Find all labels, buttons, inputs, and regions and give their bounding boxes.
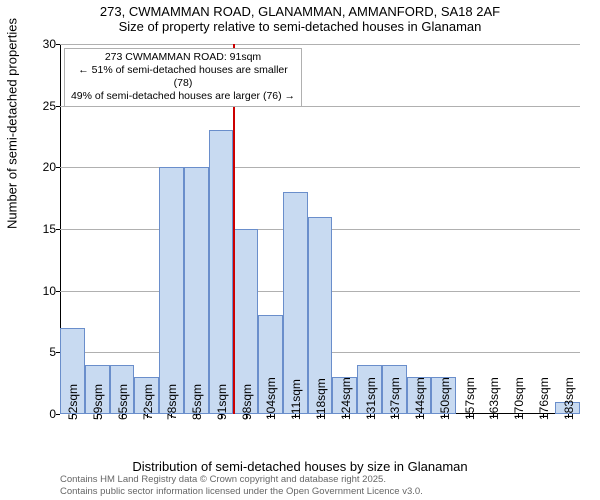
x-tick-label: 176sqm: [537, 418, 551, 420]
annotation-line-3: 49% of semi-detached houses are larger (…: [69, 90, 297, 103]
x-tick-label: 72sqm: [141, 418, 155, 420]
x-axis-label: Distribution of semi-detached houses by …: [0, 459, 600, 474]
y-tick-mark: [56, 291, 60, 292]
x-tick-label: 52sqm: [66, 418, 80, 420]
y-tick-label: 15: [32, 222, 56, 236]
x-tick-label: 104sqm: [264, 418, 278, 420]
annotation-line-1: 273 CWMAMMAN ROAD: 91sqm: [69, 51, 297, 64]
y-tick-mark: [56, 414, 60, 415]
x-tick-label: 163sqm: [487, 418, 501, 420]
plot-area: 05101520253052sqm59sqm65sqm72sqm78sqm85s…: [60, 44, 580, 414]
x-tick-label: 91sqm: [215, 418, 229, 420]
y-tick-label: 5: [32, 345, 56, 359]
chart-title: 273, CWMAMMAN ROAD, GLANAMMAN, AMMANFORD…: [0, 4, 600, 34]
bar: [184, 167, 209, 414]
x-tick-label: 170sqm: [512, 418, 526, 420]
x-tick-label: 137sqm: [388, 418, 402, 420]
bar: [209, 130, 234, 414]
footer-line-2: Contains public sector information licen…: [60, 486, 423, 498]
y-tick-mark: [56, 167, 60, 168]
title-line-1: 273, CWMAMMAN ROAD, GLANAMMAN, AMMANFORD…: [0, 4, 600, 19]
x-tick-label: 85sqm: [190, 418, 204, 420]
y-tick-mark: [56, 229, 60, 230]
footer: Contains HM Land Registry data © Crown c…: [60, 474, 423, 498]
y-tick-label: 0: [32, 407, 56, 421]
grid-line: [60, 44, 580, 45]
x-tick-label: 150sqm: [438, 418, 452, 420]
y-axis-label: Number of semi-detached properties: [5, 18, 20, 229]
y-tick-mark: [56, 44, 60, 45]
y-tick-mark: [56, 106, 60, 107]
annotation-box: 273 CWMAMMAN ROAD: 91sqm← 51% of semi-de…: [64, 48, 302, 107]
bar: [159, 167, 184, 414]
x-tick-label: 131sqm: [364, 418, 378, 420]
y-tick-label: 25: [32, 99, 56, 113]
x-tick-label: 111sqm: [289, 418, 303, 420]
annotation-line-2: ← 51% of semi-detached houses are smalle…: [69, 64, 297, 90]
title-line-2: Size of property relative to semi-detach…: [0, 19, 600, 34]
x-tick-label: 118sqm: [314, 418, 328, 420]
grid-line: [60, 167, 580, 168]
x-tick-label: 98sqm: [240, 418, 254, 420]
y-tick-label: 20: [32, 160, 56, 174]
x-tick-label: 183sqm: [562, 418, 576, 420]
x-tick-label: 157sqm: [463, 418, 477, 420]
x-tick-label: 144sqm: [413, 418, 427, 420]
footer-line-1: Contains HM Land Registry data © Crown c…: [60, 474, 423, 486]
chart-container: 273, CWMAMMAN ROAD, GLANAMMAN, AMMANFORD…: [0, 0, 600, 500]
x-tick-label: 124sqm: [339, 418, 353, 420]
x-tick-label: 59sqm: [91, 418, 105, 420]
y-tick-label: 10: [32, 284, 56, 298]
y-tick-label: 30: [32, 37, 56, 51]
x-tick-label: 65sqm: [116, 418, 130, 420]
x-tick-label: 78sqm: [165, 418, 179, 420]
